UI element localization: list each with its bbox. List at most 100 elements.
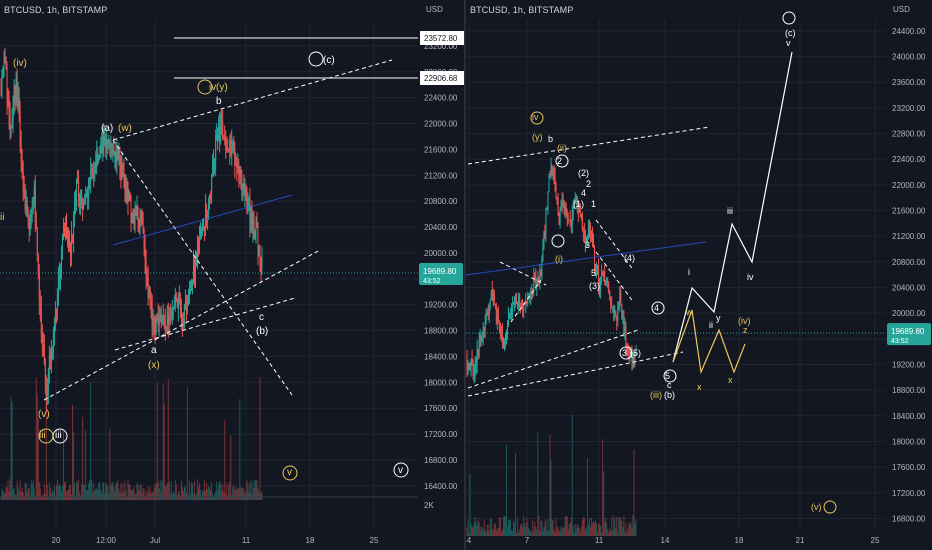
candle-body — [113, 149, 115, 155]
volume-bar — [557, 527, 559, 536]
volume-bar — [466, 527, 468, 536]
volume-bar — [127, 479, 129, 500]
volume-bar — [96, 488, 98, 500]
candle-body — [602, 272, 604, 275]
candle-body — [634, 352, 636, 359]
candle-body — [177, 294, 179, 308]
wave-label: v — [287, 467, 292, 478]
candle-body — [519, 294, 521, 306]
candle-body — [28, 224, 30, 230]
candle-body — [505, 333, 507, 338]
candle-body — [572, 202, 574, 212]
candle-body — [81, 190, 83, 207]
candle-body — [227, 148, 229, 150]
candle-body — [194, 257, 196, 276]
wave-label: c — [667, 380, 672, 390]
volume-bar — [487, 524, 489, 536]
candle-body — [40, 309, 42, 334]
left-chart-pane[interactable]: 16400.00 16800.00 17200.00 17600.00 18000.00… — [0, 0, 464, 550]
candle-body — [538, 276, 540, 283]
volume-bar — [200, 490, 202, 500]
candle-body — [166, 313, 168, 331]
candle-body — [622, 316, 624, 318]
volume-bar — [475, 521, 477, 536]
volume-bar — [92, 492, 94, 500]
y-tick-label: 22400.00 — [424, 94, 458, 103]
candle-body — [0, 84, 2, 92]
candle-body — [78, 180, 80, 197]
right-chart[interactable]: 16800.00 17200.00 17600.00 18000.00 18400.00… — [466, 0, 932, 550]
candle-body — [13, 85, 15, 103]
candle-body — [476, 348, 478, 364]
y-tick-label: 20400.00 — [892, 284, 926, 293]
left-chart[interactable]: 16400.00 16800.00 17200.00 17600.00 18000.00… — [0, 0, 464, 550]
candle-body — [604, 271, 606, 283]
candle-body — [240, 168, 242, 179]
right-chart-pane[interactable]: 16800.00 17200.00 17600.00 18000.00 18400.00… — [466, 0, 932, 550]
candle-body — [107, 139, 109, 145]
wave-label: (b) — [256, 326, 268, 337]
volume-bar — [13, 487, 15, 500]
volume-bar — [11, 402, 13, 500]
volume-bar — [190, 482, 192, 500]
candle-body — [21, 162, 23, 173]
volume-bar — [485, 532, 487, 536]
pane-divider[interactable] — [464, 0, 466, 550]
candle-body — [549, 176, 551, 178]
volume-bar — [223, 491, 225, 500]
wave-circle-marker — [282, 465, 298, 481]
volume-bar — [484, 530, 486, 536]
y-tick-label: 21200.00 — [892, 232, 926, 241]
candle-body — [627, 345, 629, 354]
volume-bar — [506, 525, 508, 536]
volume-bar — [180, 480, 182, 500]
volume-bar — [144, 496, 146, 500]
candle-body — [72, 235, 74, 244]
volume-bar — [549, 434, 551, 536]
volume-bar — [603, 471, 605, 536]
candle-body — [115, 151, 117, 165]
volume-bar — [531, 532, 533, 536]
volume-bar — [110, 485, 112, 500]
y-tick-label: 16800.00 — [424, 456, 458, 465]
candle-body — [155, 315, 157, 333]
volume-bar — [0, 496, 2, 500]
volume-bar — [158, 488, 160, 500]
candle-body — [543, 231, 545, 247]
volume-bar — [126, 496, 128, 500]
volume-bar — [625, 522, 627, 536]
volume-bar — [584, 529, 586, 536]
candle-body — [158, 318, 160, 326]
volume-bar — [608, 532, 610, 536]
candle-body — [520, 305, 522, 308]
volume-bar — [22, 492, 24, 500]
volume-bar — [31, 483, 33, 500]
volume-bar — [103, 483, 105, 500]
last-price-value: 19689.80 — [891, 327, 925, 336]
volume-bar — [480, 526, 482, 536]
volume-bar — [615, 527, 617, 536]
y-tick-label: 17200.00 — [892, 489, 926, 498]
wave-circle-marker — [663, 369, 677, 383]
candle-body — [547, 192, 549, 209]
candle-body — [6, 67, 8, 102]
candle-body — [564, 206, 566, 212]
candle-body — [542, 246, 544, 261]
volume-bar — [165, 486, 167, 500]
y-tick-label: 23200.00 — [892, 104, 926, 113]
candle-body — [245, 187, 247, 189]
y-tick-label: 20400.00 — [424, 223, 458, 232]
volume-bar — [139, 485, 141, 500]
volume-bar — [154, 483, 156, 500]
volume-bar — [488, 530, 490, 536]
volume-bar — [220, 482, 222, 500]
candle-body — [608, 282, 610, 291]
volume-bar — [619, 518, 621, 536]
candle-body — [41, 333, 43, 345]
volume-bar — [105, 482, 107, 500]
volume-bar — [564, 515, 566, 536]
wave-circle-marker — [555, 154, 569, 168]
candle-body — [259, 250, 261, 269]
volume-bar — [8, 491, 10, 500]
candle-body — [82, 206, 84, 210]
